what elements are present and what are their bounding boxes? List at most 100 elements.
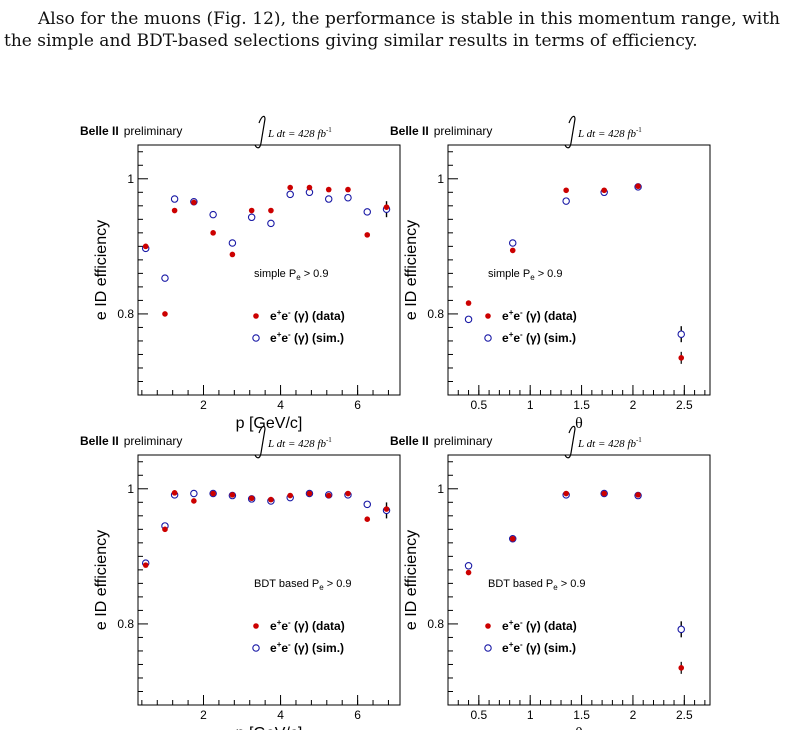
selection-cut: > 0.9 xyxy=(324,578,352,590)
plot-frame xyxy=(447,454,711,706)
x-tick-label: 4 xyxy=(277,398,284,412)
legend-plus: + xyxy=(509,308,514,317)
integral-symbol xyxy=(564,425,576,459)
legend-e1: e xyxy=(502,641,509,655)
x-axis-label: θ xyxy=(575,415,583,432)
plot-frame xyxy=(447,144,711,396)
x-tick-label: 1 xyxy=(527,708,534,722)
luminosity-exponent: -1 xyxy=(636,126,642,134)
selection-cut: > 0.9 xyxy=(558,578,586,590)
sim-point xyxy=(363,208,371,216)
x-axis-label: p [GeV/c] xyxy=(236,725,303,730)
preliminary-label: preliminary xyxy=(124,124,183,138)
selection-subscript: e xyxy=(296,273,301,282)
sim-point xyxy=(190,489,198,498)
legend-plus: + xyxy=(277,308,282,317)
sim-point xyxy=(209,210,217,219)
selection-cut: > 0.9 xyxy=(301,268,329,280)
y-tick-label: 1 xyxy=(127,172,134,186)
sim-point xyxy=(324,195,333,203)
data-point xyxy=(383,204,390,210)
legend-e1: e xyxy=(502,309,509,323)
data-point xyxy=(268,207,274,214)
data-point xyxy=(678,665,685,671)
data-point xyxy=(635,183,641,190)
data-point xyxy=(563,187,569,194)
luminosity-label: L dt = 428 fb-1 xyxy=(267,126,332,140)
sim-point xyxy=(508,239,517,247)
x-axis-label: p [GeV/c] xyxy=(236,415,303,432)
luminosity-text: L dt = 428 fb xyxy=(267,438,326,450)
data-point xyxy=(210,490,216,497)
legend-e2: e xyxy=(281,331,288,345)
legend-minus: - xyxy=(520,618,523,627)
legend-marker-sim xyxy=(484,644,492,652)
legend-e1: e xyxy=(270,309,277,323)
selection-label: simple Pe > 0.9 xyxy=(254,268,328,282)
selection-subscript: e xyxy=(530,273,535,282)
y-tick-label: 0.8 xyxy=(427,307,444,321)
y-tick-label: 0.8 xyxy=(117,617,134,631)
x-tick-label: 1.5 xyxy=(573,398,590,412)
selection-text: BDT based P xyxy=(254,578,319,590)
x-tick-label: 2 xyxy=(630,398,637,412)
legend-plus: + xyxy=(509,330,514,339)
data-point xyxy=(635,492,641,498)
legend-tail: (γ) (sim.) xyxy=(291,331,344,345)
chart-panel-theta-bdt: Belle II preliminary L dt = 428 fb-10.810.… xyxy=(390,425,711,730)
x-tick-label: 2.5 xyxy=(676,708,693,722)
data-point xyxy=(248,495,255,502)
data-point xyxy=(268,496,274,503)
legend-minus: - xyxy=(288,308,291,317)
chart-panel-theta-simple: Belle II preliminary L dt = 428 fb-10.810.… xyxy=(390,115,711,432)
legend-marker-data xyxy=(485,623,491,629)
legend-plus: + xyxy=(509,618,514,627)
luminosity-exponent: -1 xyxy=(326,436,332,444)
legend-e2: e xyxy=(281,619,288,633)
data-point xyxy=(191,199,197,206)
legend-tail: (γ) (data) xyxy=(291,619,345,633)
x-tick-label: 2 xyxy=(200,398,207,412)
experiment-name: Belle II xyxy=(390,434,429,448)
legend-tail: (γ) (sim.) xyxy=(523,641,576,655)
x-tick-label: 1.5 xyxy=(573,708,590,722)
data-point xyxy=(465,569,472,576)
data-point xyxy=(287,492,293,499)
legend-plus: + xyxy=(277,330,282,339)
x-tick-label: 0.5 xyxy=(470,708,487,722)
luminosity-exponent: -1 xyxy=(326,126,332,134)
legend-tail: (γ) (data) xyxy=(523,309,577,323)
data-point xyxy=(162,311,168,317)
data-point xyxy=(509,247,516,254)
legend-entry-data: e+e- (γ) (data) xyxy=(502,618,577,633)
legend-e1: e xyxy=(270,619,277,633)
legend-minus: - xyxy=(520,308,523,317)
data-point xyxy=(509,535,516,542)
x-tick-label: 2 xyxy=(200,708,207,722)
legend-e1: e xyxy=(502,619,509,633)
sim-point xyxy=(170,195,179,203)
data-point xyxy=(601,187,607,194)
data-point xyxy=(210,230,216,236)
luminosity-label: L dt = 428 fb-1 xyxy=(577,436,642,450)
data-point xyxy=(287,184,293,191)
luminosity-label: L dt = 428 fb-1 xyxy=(577,126,642,140)
experiment-name: Belle II xyxy=(80,434,119,448)
legend-tail: (γ) (data) xyxy=(291,309,345,323)
sim-point xyxy=(677,330,685,338)
legend-minus: - xyxy=(288,330,291,339)
sim-point xyxy=(677,625,685,634)
data-point xyxy=(306,490,313,497)
legend-plus: + xyxy=(277,618,282,627)
legend-entry-sim: e+e- (γ) (sim.) xyxy=(270,330,344,345)
data-point xyxy=(142,243,149,250)
integral-symbol xyxy=(254,425,266,459)
legend-entry-data: e+e- (γ) (data) xyxy=(270,308,345,323)
selection-label: BDT based Pe > 0.9 xyxy=(254,578,352,592)
data-point xyxy=(678,355,685,361)
legend-marker-sim xyxy=(252,644,260,652)
legend-e2: e xyxy=(281,309,288,323)
y-axis-label: e ID efficiency xyxy=(93,220,110,320)
data-point xyxy=(306,184,313,191)
experiment-label: Belle II preliminary xyxy=(390,124,492,138)
